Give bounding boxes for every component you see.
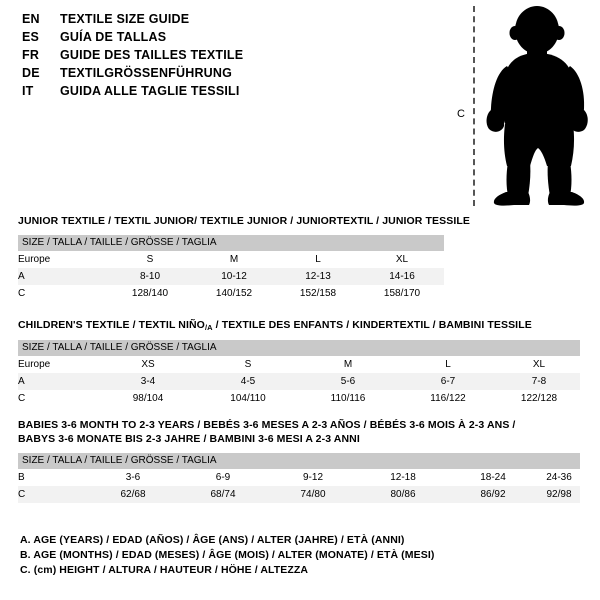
language-code: DE (22, 66, 40, 80)
toddler-silhouette-icon (486, 6, 588, 206)
language-row: IT GUIDA ALLE TAGLIE TESSILI (22, 84, 422, 102)
language-code: ES (22, 30, 40, 44)
cell: M (192, 251, 276, 268)
table-row: A 8-10 10-12 12-13 14-16 (18, 268, 444, 285)
section-babies-textile: BABIES 3-6 MONTH TO 2-3 YEARS / BEBÉS 3-… (18, 418, 580, 503)
cell: 122/128 (498, 390, 580, 407)
section-title: CHILDREN'S TEXTILE / TEXTIL NIÑO/A / TEX… (18, 318, 580, 333)
language-title-block: EN TEXTILE SIZE GUIDE ES GUÍA DE TALLAS … (22, 12, 422, 102)
row-label: A (18, 268, 108, 285)
cell: M (298, 356, 398, 373)
language-row: ES GUÍA DE TALLAS (22, 30, 422, 48)
cell: 110/116 (298, 390, 398, 407)
cell: 12-13 (276, 268, 360, 285)
cell: 140/152 (192, 285, 276, 302)
language-title: GUÍA DE TALLAS (60, 30, 167, 44)
row-label: Europe (18, 251, 108, 268)
band-label: SIZE / TALLA / TAILLE / GRÖSSE / TAGLIA (18, 453, 580, 469)
language-row: FR GUIDE DES TAILLES TEXTILE (22, 48, 422, 66)
cell: XL (360, 251, 444, 268)
cell: 74/80 (268, 486, 358, 503)
cell: XL (498, 356, 580, 373)
cell: 5-6 (298, 373, 398, 390)
table-row: C 128/140 140/152 152/158 158/170 (18, 285, 444, 302)
table-band-row: SIZE / TALLA / TAILLE / GRÖSSE / TAGLIA (18, 235, 444, 251)
cell: S (198, 356, 298, 373)
section-title-post: / TEXTILE DES ENFANTS / KINDERTEXTIL / B… (212, 319, 532, 331)
table-band-row: SIZE / TALLA / TAILLE / GRÖSSE / TAGLIA (18, 453, 580, 469)
row-label: A (18, 373, 98, 390)
cell: 62/68 (88, 486, 178, 503)
cell: L (276, 251, 360, 268)
section-title: JUNIOR TEXTILE / TEXTIL JUNIOR/ TEXTILE … (18, 215, 470, 227)
table-band-row: SIZE / TALLA / TAILLE / GRÖSSE / TAGLIA (18, 340, 580, 356)
row-label: Europe (18, 356, 98, 373)
children-size-table: SIZE / TALLA / TAILLE / GRÖSSE / TAGLIA … (18, 340, 580, 407)
language-title: GUIDA ALLE TAGLIE TESSILI (60, 84, 240, 98)
babies-size-table: SIZE / TALLA / TAILLE / GRÖSSE / TAGLIA … (18, 453, 580, 503)
cell: 4-5 (198, 373, 298, 390)
table-row: Europe XS S M L XL (18, 356, 580, 373)
language-row: EN TEXTILE SIZE GUIDE (22, 12, 422, 30)
section-junior-textile: JUNIOR TEXTILE / TEXTIL JUNIOR/ TEXTILE … (18, 214, 470, 302)
cell: 14-16 (360, 268, 444, 285)
cell: 68/74 (178, 486, 268, 503)
cell: 6-7 (398, 373, 498, 390)
row-label: C (18, 285, 108, 302)
cell: 8-10 (108, 268, 192, 285)
row-label: C (18, 390, 98, 407)
cell: 6-9 (178, 469, 268, 486)
cell: 128/140 (108, 285, 192, 302)
band-label: SIZE / TALLA / TAILLE / GRÖSSE / TAGLIA (18, 235, 444, 251)
language-code: EN (22, 12, 40, 26)
cell: 152/158 (276, 285, 360, 302)
language-title: GUIDE DES TAILLES TEXTILE (60, 48, 244, 62)
row-label: B (18, 469, 88, 486)
legend-line-c: C. (cm) HEIGHT / ALTURA / HAUTEUR / HÖHE… (20, 564, 309, 576)
height-measure-dashed-line (473, 6, 475, 206)
section-title-line2: BABYS 3-6 MONATE BIS 2-3 JAHRE / BAMBINI… (18, 433, 360, 445)
language-title: TEXTILGRÖSSENFÜHRUNG (60, 66, 233, 80)
language-code: IT (22, 84, 34, 98)
table-row: Europe S M L XL (18, 251, 444, 268)
cell: 9-12 (268, 469, 358, 486)
cell: 3-6 (88, 469, 178, 486)
section-title-subscript: /A (204, 323, 213, 332)
table-row: C 62/68 68/74 74/80 80/86 86/92 92/98 (18, 486, 580, 503)
cell: 92/98 (538, 486, 580, 503)
language-title: TEXTILE SIZE GUIDE (60, 12, 190, 26)
language-row: DE TEXTILGRÖSSENFÜHRUNG (22, 66, 422, 84)
cell: XS (98, 356, 198, 373)
table-row: C 98/104 104/110 110/116 116/122 122/128 (18, 390, 580, 407)
band-label: SIZE / TALLA / TAILLE / GRÖSSE / TAGLIA (18, 340, 580, 356)
cell: 98/104 (98, 390, 198, 407)
cell: 116/122 (398, 390, 498, 407)
junior-size-table: SIZE / TALLA / TAILLE / GRÖSSE / TAGLIA … (18, 235, 444, 302)
cell: 80/86 (358, 486, 448, 503)
legend-block: A. AGE (YEARS) / EDAD (AÑOS) / ÂGE (ANS)… (20, 533, 580, 578)
section-childrens-textile: CHILDREN'S TEXTILE / TEXTIL NIÑO/A / TEX… (18, 318, 580, 407)
legend-line-a: A. AGE (YEARS) / EDAD (AÑOS) / ÂGE (ANS)… (20, 534, 405, 546)
cell: 3-4 (98, 373, 198, 390)
table-row: B 3-6 6-9 9-12 12-18 18-24 24-36 (18, 469, 580, 486)
cell: 104/110 (198, 390, 298, 407)
cell: 24-36 (538, 469, 580, 486)
table-row: A 3-4 4-5 5-6 6-7 7-8 (18, 373, 580, 390)
height-illustration: C (440, 2, 600, 210)
cell: 86/92 (448, 486, 538, 503)
cell: L (398, 356, 498, 373)
height-measure-label: C (457, 108, 465, 120)
language-code: FR (22, 48, 40, 62)
row-label: C (18, 486, 88, 503)
cell: 18-24 (448, 469, 538, 486)
cell: 7-8 (498, 373, 580, 390)
cell: 10-12 (192, 268, 276, 285)
cell: S (108, 251, 192, 268)
section-title-pre: CHILDREN'S TEXTILE / TEXTIL NIÑO (18, 319, 205, 331)
cell: 12-18 (358, 469, 448, 486)
cell: 158/170 (360, 285, 444, 302)
section-title-line1: BABIES 3-6 MONTH TO 2-3 YEARS / BEBÉS 3-… (18, 419, 516, 431)
legend-line-b: B. AGE (MONTHS) / EDAD (MESES) / ÂGE (MO… (20, 549, 435, 561)
